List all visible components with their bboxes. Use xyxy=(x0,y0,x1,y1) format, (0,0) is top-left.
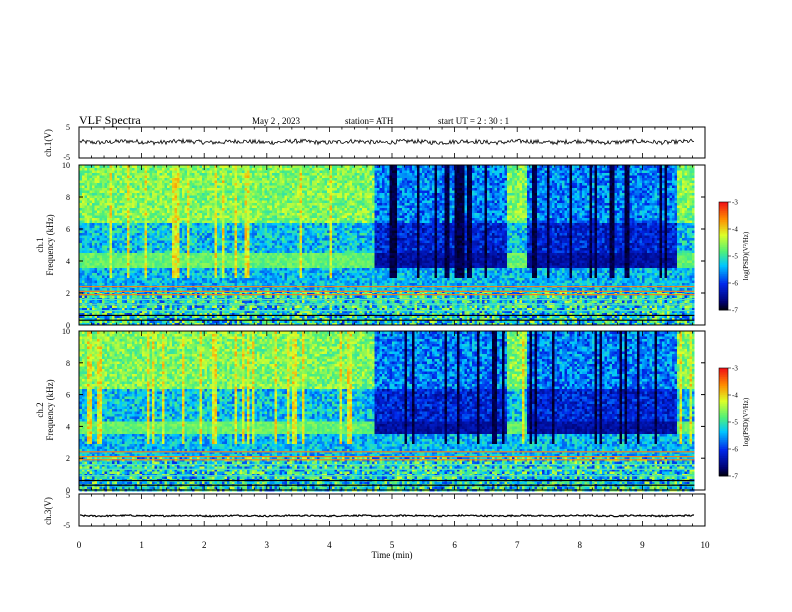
cbar0-tick-label: -7 xyxy=(732,307,738,315)
spec1-ytick-label: 2 xyxy=(66,454,70,463)
spec0-ytick-label: 2 xyxy=(66,289,70,298)
cbar1-tick-label: -4 xyxy=(732,392,738,400)
ch1-ytick-bottom: -5 xyxy=(63,153,70,162)
spec0-ytick-label: 10 xyxy=(62,161,70,170)
x-tick-label: 1 xyxy=(139,540,144,550)
spec1-ytick-label: 4 xyxy=(66,422,70,431)
ch2-colorbar: -3 -4 -5 -6 -7 log(PSD)(V²/Hz) xyxy=(718,365,750,481)
spec1-ytick-label: 0 xyxy=(66,486,70,495)
x-axis-label: Time (min) xyxy=(372,550,413,560)
ch1-waveform-ylabel: ch.1(V) xyxy=(43,129,53,157)
station-label: station= ATH xyxy=(345,116,394,126)
cbar1-label: log(PSD)(V²/Hz) xyxy=(742,397,750,446)
x-tick-label: 2 xyxy=(202,540,207,550)
figure-title: VLF Spectra xyxy=(79,113,141,127)
ch2-spectrogram-image xyxy=(79,331,695,492)
spec0-ytick-label: 8 xyxy=(66,193,70,202)
x-tick-label: 7 xyxy=(515,540,520,550)
ch3-waveform-trace xyxy=(80,513,695,518)
ch3-waveform-ylabel: ch.3(V) xyxy=(43,497,53,525)
x-tick-label: 9 xyxy=(640,540,645,550)
cbar1-tick-label: -6 xyxy=(732,446,738,454)
cbar0-tick-label: -4 xyxy=(732,226,738,234)
x-tick-label: 0 xyxy=(77,540,82,550)
spec1-ytick-label: 6 xyxy=(66,391,70,400)
x-tick-label: 10 xyxy=(701,540,711,550)
cbar0-tick-label: -3 xyxy=(732,199,738,207)
ch1-spectrogram-panel: 0 2 4 6 8 10 ch.1Frequency (kHz) xyxy=(35,161,706,330)
start-time-label: start UT = 2 : 30 : 1 xyxy=(438,116,509,126)
cbar1-tick-label: -3 xyxy=(732,365,738,373)
spec0-ytick-label: 0 xyxy=(66,321,70,330)
cbar1-tick-label: -5 xyxy=(732,419,738,427)
ch2-spectrogram-ylabel: ch.2Frequency (kHz) xyxy=(35,379,55,440)
ch1-waveform-trace xyxy=(79,137,695,146)
x-tick-label: 5 xyxy=(390,540,395,550)
date-label: May 2 , 2023 xyxy=(252,116,300,126)
spec1-ytick-label: 8 xyxy=(66,359,70,368)
ch3-waveform-frame xyxy=(78,493,706,527)
ch3-waveform-panel: 5 -5 ch.3(V) xyxy=(43,491,706,530)
x-tick-label: 4 xyxy=(327,540,332,550)
spec0-ytick-label: 6 xyxy=(66,225,70,234)
x-tick-label: 3 xyxy=(265,540,270,550)
spec1-ytick-label: 10 xyxy=(62,327,70,336)
cbar0-label: log(PSD)(V²/Hz) xyxy=(742,231,750,280)
x-axis-tick-labels: 0 1 2 3 4 5 6 7 8 9 10 xyxy=(77,540,710,550)
ch2-spectrogram-panel: 0 2 4 6 8 10 ch.2Frequency (kHz) xyxy=(35,327,706,495)
ch1-spectrogram-image xyxy=(79,165,695,326)
ch1-waveform-panel: 5 -5 ch.1(V) xyxy=(43,123,706,162)
ch1-colorbar: -3 -4 -5 -6 -7 log(PSD)(V²/Hz) xyxy=(718,199,750,315)
cbar0-tick-label: -6 xyxy=(732,280,738,288)
ch1-ytick-top: 5 xyxy=(66,123,70,132)
ch3-ytick-bottom: -5 xyxy=(63,521,70,530)
ch3-ytick-top: 5 xyxy=(66,491,70,500)
cbar1-tick-label: -7 xyxy=(732,473,738,481)
ch1-spectrogram-ylabel-line1: ch.1Frequency (kHz) xyxy=(35,214,55,275)
cbar0-tick-label: -5 xyxy=(732,253,738,261)
x-tick-label: 6 xyxy=(452,540,457,550)
x-tick-label: 8 xyxy=(578,540,583,550)
spec0-ytick-label: 4 xyxy=(66,257,70,266)
